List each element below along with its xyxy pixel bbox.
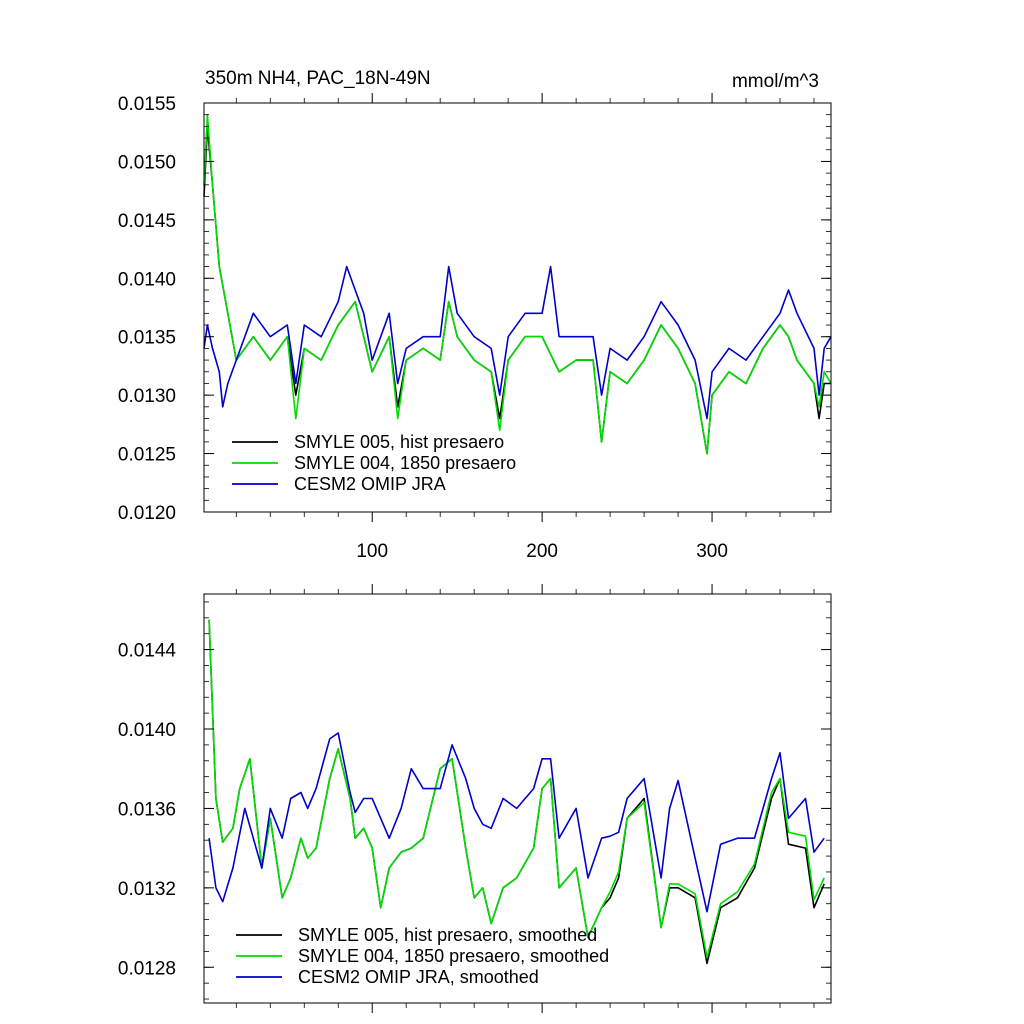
plot-frame-0	[203, 102, 832, 513]
plot-frame-1	[203, 593, 832, 1004]
bottom-axes: 0.0128 0.0132 0.0136 0.0140 0.0144	[118, 584, 832, 1013]
bottom-series-layer	[208, 619, 825, 965]
y-tick-label-1-4: 0.0144	[118, 641, 177, 662]
series-line-1-0	[208, 619, 825, 965]
top-chart-title: 350m NH4, PAC_18N-49N	[205, 68, 431, 89]
y-tick-label-0-5: 0.0145	[118, 211, 176, 232]
series-line-1-2	[208, 732, 825, 913]
top-chart-units: mmol/m^3	[732, 71, 819, 92]
y-tick-label-1-1: 0.0132	[118, 879, 176, 900]
top-series-layer	[203, 113, 832, 455]
legend-label-0-2: CESM2 OMIP JRA	[294, 474, 446, 494]
y-tick-label-0-3: 0.0135	[118, 328, 176, 349]
top-panel: 350m NH4, PAC_18N-49N mmol/m^3 SMYLE 005…	[118, 68, 832, 562]
y-tick-label-0-7: 0.0155	[118, 94, 176, 115]
y-tick-label-1-0: 0.0128	[118, 958, 176, 979]
y-tick-label-0-0: 0.0120	[118, 503, 176, 524]
series-line-1-1	[208, 619, 825, 959]
x-tick-label-0-1: 200	[526, 541, 558, 562]
legend-label-1-0: SMYLE 005, hist presaero, smoothed	[298, 925, 597, 945]
bottom-panel: SMYLE 005, hist presaero, smoothedSMYLE …	[118, 584, 832, 1013]
bottom-legend: SMYLE 005, hist presaero, smoothedSMYLE …	[236, 925, 609, 987]
legend-label-0-1: SMYLE 004, 1850 presaero	[294, 453, 516, 473]
legend-label-0-0: SMYLE 005, hist presaero	[294, 432, 504, 452]
x-tick-label-0-0: 100	[356, 541, 388, 562]
y-tick-label-0-2: 0.0130	[118, 386, 176, 407]
series-line-0-1	[203, 113, 832, 455]
legend-label-1-2: CESM2 OMIP JRA, smoothed	[298, 967, 539, 987]
y-tick-label-0-6: 0.0150	[118, 152, 176, 173]
legend-label-1-1: SMYLE 004, 1850 presaero, smoothed	[298, 946, 609, 966]
top-axes: 0.0120 0.0125 0.0130 0.0135 0.0140 0.0145 0.01…	[118, 93, 832, 562]
y-tick-label-1-2: 0.0136	[118, 799, 176, 820]
y-tick-label-0-4: 0.0140	[118, 269, 176, 290]
y-tick-label-0-1: 0.0125	[118, 445, 176, 466]
series-line-0-2	[203, 265, 832, 420]
y-tick-label-1-3: 0.0140	[118, 720, 176, 741]
x-tick-label-0-2: 300	[696, 541, 728, 562]
